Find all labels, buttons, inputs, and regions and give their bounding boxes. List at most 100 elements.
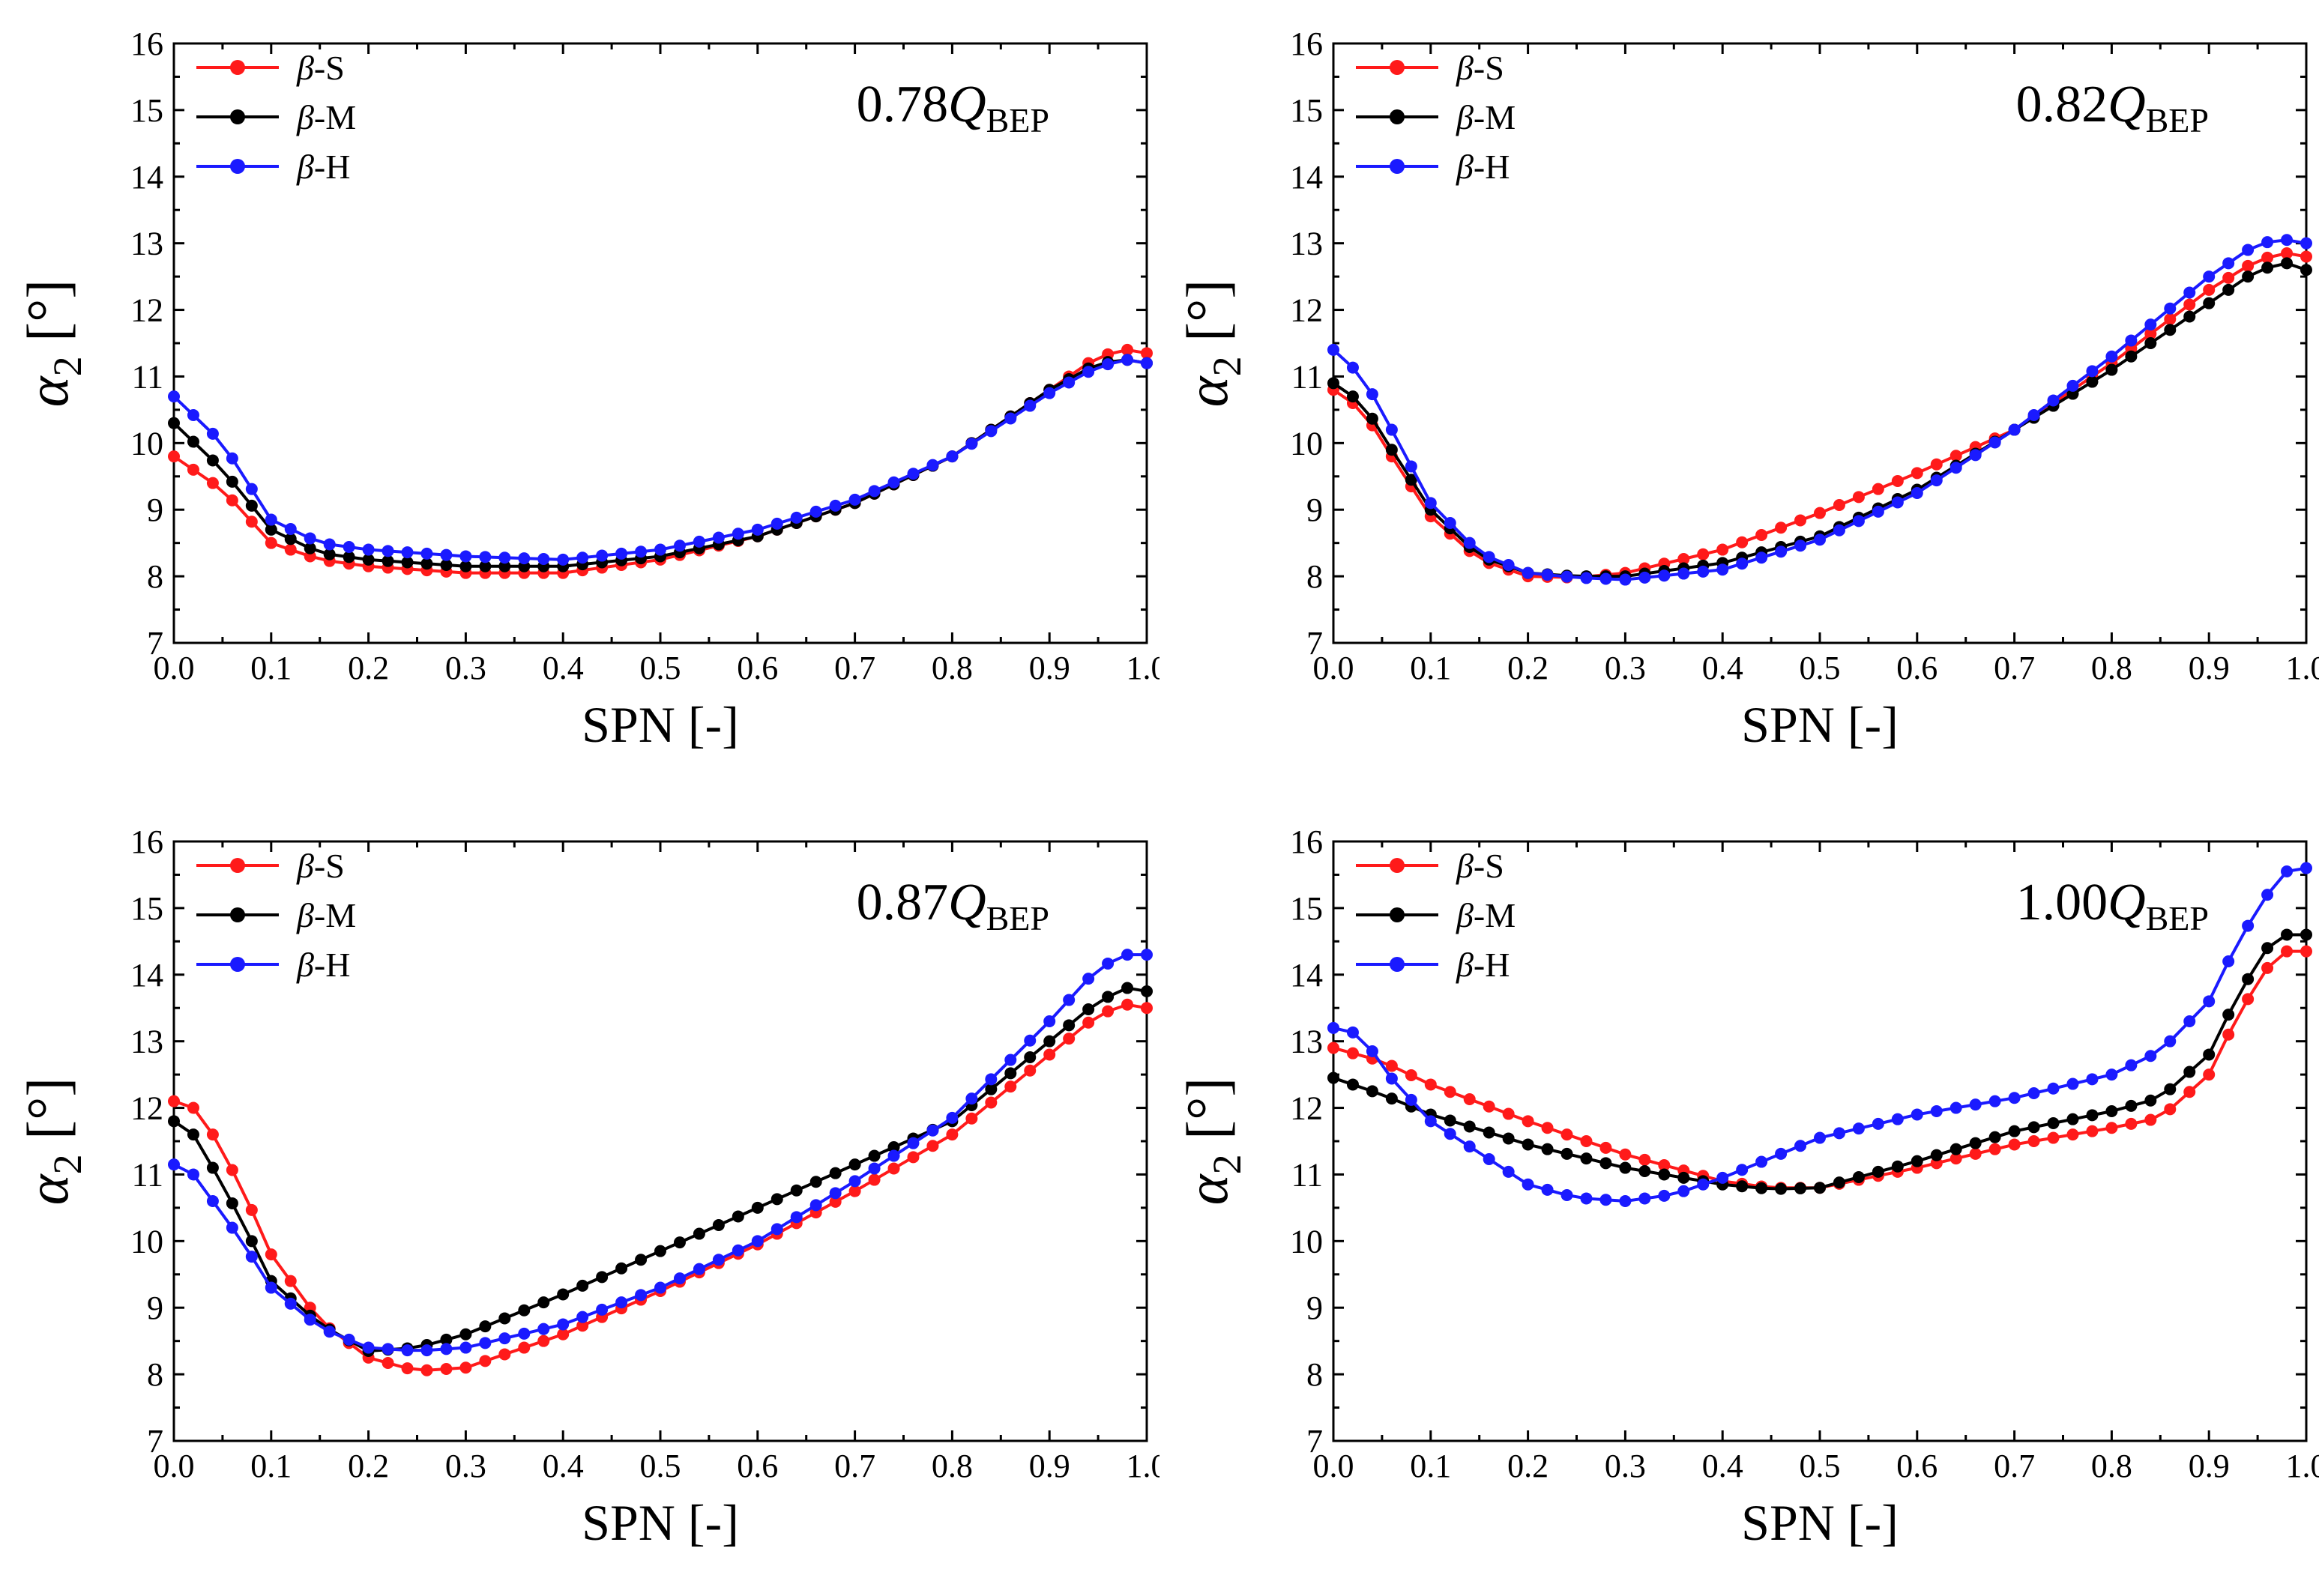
data-point	[1541, 1122, 1554, 1134]
x-tick-label: 0.9	[2189, 1448, 2230, 1484]
data-point	[985, 1073, 998, 1086]
x-tick-label: 0.1	[1410, 1448, 1451, 1484]
data-point	[323, 548, 336, 560]
data-point	[965, 1112, 978, 1125]
data-point	[1814, 1131, 1826, 1144]
data-point	[1949, 1143, 1962, 1155]
y-tick-label: 10	[130, 1223, 163, 1260]
data-point	[1794, 514, 1807, 527]
panel-title-sub: BEP	[986, 101, 1049, 139]
y-tick-label: 12	[130, 1090, 163, 1127]
data-point	[1483, 1126, 1495, 1139]
data-point	[732, 1244, 744, 1257]
panel-title-q: Q	[2108, 874, 2146, 931]
data-point	[868, 1162, 881, 1175]
data-point	[1794, 1140, 1807, 1152]
data-point	[2242, 259, 2255, 272]
data-point	[2261, 251, 2274, 264]
data-point	[2125, 334, 2138, 347]
data-point	[1833, 499, 1845, 511]
data-point	[1444, 1128, 1456, 1140]
data-point	[479, 1320, 492, 1333]
data-point	[2008, 1138, 2021, 1151]
y-tick-label: 11	[132, 358, 163, 395]
data-point	[1736, 557, 1749, 570]
legend-label: β-M	[296, 98, 356, 136]
data-point	[1638, 1165, 1651, 1177]
series-β-M	[1327, 928, 2312, 1195]
panel-title-coef: 0.82	[2016, 76, 2108, 133]
data-point	[2144, 1094, 2157, 1107]
data-point	[2183, 1065, 2196, 1078]
data-point	[868, 485, 881, 498]
y-tick-label: 15	[1290, 890, 1323, 927]
data-point	[459, 1361, 472, 1374]
data-point	[226, 452, 238, 465]
data-point	[907, 1151, 920, 1164]
data-point	[1599, 1194, 1612, 1206]
data-point	[985, 1083, 998, 1095]
data-point	[1385, 423, 1398, 436]
legend-beta: β	[1456, 49, 1474, 87]
x-tick-label: 0.2	[1507, 650, 1548, 686]
data-point	[1522, 566, 1534, 579]
y-tick-label: 10	[130, 425, 163, 462]
data-point	[1121, 343, 1134, 356]
panel-title: 0.78QBEP	[857, 76, 1049, 139]
data-point	[596, 549, 609, 562]
data-point	[1619, 1195, 1632, 1207]
data-point	[848, 1185, 861, 1197]
data-point	[2203, 1068, 2216, 1081]
data-point	[168, 390, 180, 403]
y-tick-label: 12	[130, 292, 163, 329]
legend-beta: β	[296, 98, 314, 136]
x-tick-label: 0.1	[250, 1448, 292, 1484]
data-point	[1599, 572, 1612, 585]
series-β-H	[168, 354, 1153, 566]
data-point	[1502, 1132, 1515, 1145]
y-tick-label: 7	[1306, 1423, 1323, 1460]
legend-beta: β	[296, 148, 314, 186]
data-point	[1063, 1019, 1076, 1032]
legend-suffix: -M	[1474, 896, 1516, 934]
x-tick-label: 0.6	[1896, 650, 1937, 686]
data-point	[771, 517, 783, 530]
data-point	[479, 1337, 492, 1349]
data-point	[1102, 991, 1115, 1003]
legend-marker	[1390, 159, 1405, 174]
legend-label: β-H	[296, 148, 350, 186]
data-point	[265, 523, 277, 536]
data-point	[1911, 487, 1923, 499]
data-point	[654, 1245, 666, 1257]
x-tick-label: 0.9	[1029, 650, 1070, 686]
data-point	[362, 553, 375, 566]
data-point	[323, 1326, 336, 1338]
legend-beta: β	[1456, 148, 1474, 186]
data-point	[206, 1195, 219, 1207]
x-tick-label: 0.5	[640, 650, 681, 686]
data-point	[1082, 1003, 1095, 1015]
data-point	[168, 1095, 180, 1107]
y-axis-unit: [°]	[1174, 1077, 1240, 1155]
data-point	[2144, 1050, 2157, 1063]
y-axis-title: α2 [°]	[15, 1077, 90, 1206]
data-point	[2281, 945, 2294, 958]
data-point	[1833, 524, 1845, 536]
data-point	[2203, 270, 2216, 283]
data-point	[712, 1219, 725, 1231]
x-axis-title: SPN [-]	[1741, 696, 1899, 753]
x-tick-label: 1.0	[1127, 1448, 1160, 1484]
data-point	[401, 1362, 414, 1375]
data-point	[732, 528, 744, 540]
data-point	[1560, 1128, 1573, 1141]
data-point	[1969, 1147, 1982, 1160]
panel-title-coef: 0.78	[857, 76, 949, 133]
legend-suffix: -H	[1474, 148, 1510, 186]
data-point	[1775, 1182, 1788, 1195]
data-point	[1405, 474, 1417, 486]
data-point	[2164, 1103, 2177, 1116]
data-point	[1024, 1034, 1037, 1047]
legend-label: β-S	[296, 847, 345, 885]
data-point	[1522, 1138, 1534, 1151]
data-point	[1082, 1016, 1095, 1029]
